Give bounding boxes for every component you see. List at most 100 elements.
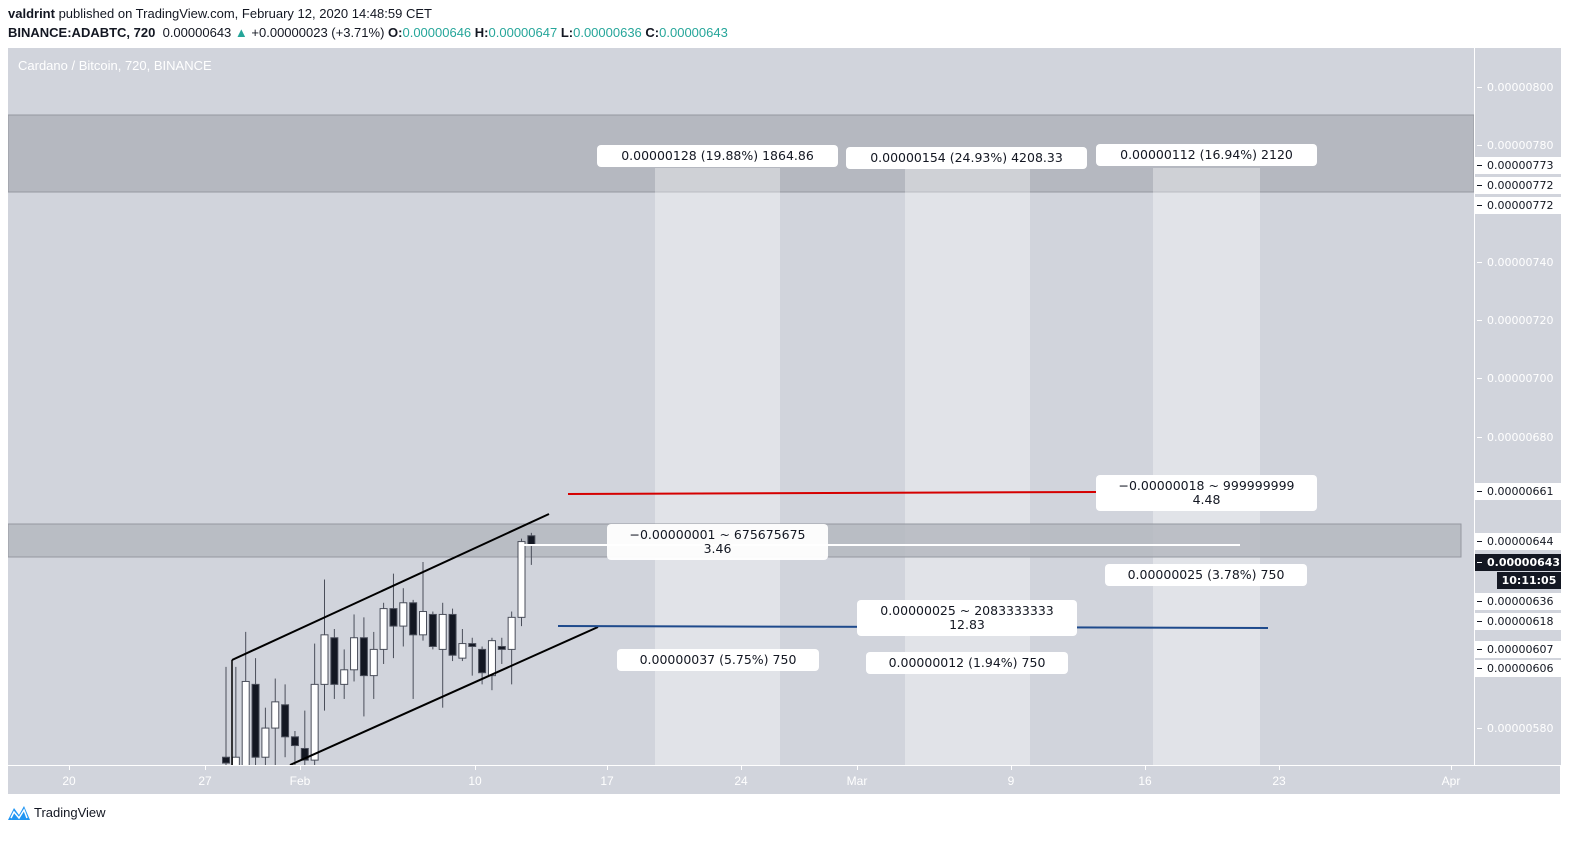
price-axis-label: 0.00000780 bbox=[1475, 137, 1561, 154]
candle-up bbox=[399, 602, 408, 627]
white-line-label[interactable]: −0.00000001 ~ 675675675 3.46 bbox=[607, 524, 828, 560]
measure-label[interactable]: 0.00000112 (16.94%) 2120 bbox=[1096, 144, 1317, 166]
measure-label[interactable]: 0.00000025 (3.78%) 750 bbox=[1105, 564, 1307, 586]
candle-up bbox=[271, 701, 280, 729]
candle-down bbox=[281, 704, 290, 738]
chart-plot-area[interactable]: Cardano / Bitcoin, 720, BINANCE 0.000001… bbox=[8, 48, 1474, 765]
time-axis-label: 23 bbox=[1272, 774, 1286, 788]
candle-down bbox=[389, 608, 398, 627]
time-axis-label: 27 bbox=[198, 774, 212, 788]
channel-lower-line bbox=[289, 626, 599, 765]
price-axis-label: 0.00000643 bbox=[1475, 554, 1561, 571]
time-tick bbox=[475, 766, 476, 770]
price-axis-label: 0.00000580 bbox=[1475, 720, 1561, 737]
price-range-box bbox=[905, 168, 1030, 765]
price-axis-label: 0.00000618 bbox=[1475, 613, 1561, 630]
time-tick bbox=[607, 766, 608, 770]
time-axis-label: Mar bbox=[846, 774, 868, 788]
label-line: −0.00000018 ~ 999999999 bbox=[1118, 478, 1295, 493]
time-tick bbox=[741, 766, 742, 770]
high-label: H: bbox=[474, 25, 489, 40]
symbol: BINANCE:ADABTC, 720 bbox=[8, 25, 156, 40]
low-label: L: bbox=[560, 25, 574, 40]
measure-label[interactable]: 0.00000037 (5.75%) 750 bbox=[617, 649, 819, 671]
candle-down bbox=[478, 648, 487, 674]
price-axis-label: 0.00000772 bbox=[1475, 197, 1561, 214]
time-tick bbox=[1011, 766, 1012, 770]
close-value: 0.00000643 bbox=[659, 25, 728, 40]
price-axis[interactable]: 0.00000800 0.00000780 0.00000773 0.00000772… bbox=[1474, 48, 1561, 765]
measure-label[interactable]: 0.00000128 (19.88%) 1864.86 bbox=[597, 145, 838, 167]
channel-upper-line bbox=[231, 513, 550, 661]
time-axis-label: 9 bbox=[1007, 774, 1015, 788]
price-axis-label: 0.00000772 bbox=[1475, 177, 1561, 194]
candle-up bbox=[419, 611, 427, 636]
candle-up bbox=[487, 640, 496, 677]
candle-down bbox=[527, 535, 536, 545]
time-axis-label: 10 bbox=[468, 774, 482, 788]
time-axis[interactable]: 20 27 Feb 10 17 24 Mar 9 16 23 Apr bbox=[8, 765, 1560, 794]
candle-up bbox=[507, 616, 516, 650]
footer: TradingView bbox=[8, 804, 106, 820]
time-tick bbox=[1145, 766, 1146, 770]
candle-up bbox=[310, 683, 319, 761]
price-range-box bbox=[655, 168, 780, 765]
candle-down bbox=[290, 736, 299, 747]
author-name[interactable]: valdrint bbox=[8, 6, 55, 21]
candle-up bbox=[438, 613, 447, 650]
price-axis-label: 0.00000700 bbox=[1475, 370, 1561, 387]
label-line: 12.83 bbox=[949, 617, 985, 632]
price-axis-label: 0.00000661 bbox=[1475, 483, 1561, 500]
candle-down bbox=[497, 645, 506, 650]
price-axis-label: 0.00000607 bbox=[1475, 641, 1561, 658]
candle-down bbox=[251, 683, 260, 758]
ohlc-legend: BINANCE:ADABTC, 720 0.00000643 ▲ +0.0000… bbox=[8, 25, 728, 40]
time-tick bbox=[205, 766, 206, 770]
open-label: O: bbox=[388, 25, 403, 40]
time-axis-label: 16 bbox=[1138, 774, 1152, 788]
candle-up bbox=[320, 634, 329, 685]
brand-name[interactable]: TradingView bbox=[34, 804, 106, 820]
red-trend-line bbox=[567, 491, 1098, 495]
price-axis-label: 0.00000606 bbox=[1475, 660, 1561, 677]
time-tick bbox=[1279, 766, 1280, 770]
time-tick bbox=[1451, 766, 1452, 770]
candle-down bbox=[468, 643, 477, 647]
price-axis-label: 0.00000800 bbox=[1475, 79, 1561, 96]
tradingview-logo-icon bbox=[8, 806, 30, 820]
price-axis-label: 0.00000740 bbox=[1475, 254, 1561, 271]
red-line-label[interactable]: −0.00000018 ~ 999999999 4.48 bbox=[1096, 475, 1317, 511]
price-axis-label: 0.00000720 bbox=[1475, 312, 1561, 329]
candle-down bbox=[300, 747, 309, 761]
price-axis-label: 0.00000680 bbox=[1475, 429, 1561, 446]
chart-title: Cardano / Bitcoin, 720, BINANCE bbox=[18, 58, 212, 73]
candle-down bbox=[330, 637, 339, 685]
label-line: 4.48 bbox=[1192, 492, 1221, 507]
time-tick bbox=[857, 766, 858, 770]
time-tick bbox=[300, 766, 301, 770]
measure-label[interactable]: 0.00000154 (24.93%) 4208.33 bbox=[846, 147, 1087, 169]
high-value: 0.00000647 bbox=[488, 25, 558, 40]
last-price: 0.00000643 bbox=[162, 25, 232, 40]
price-axis-label: 0.00000773 bbox=[1475, 157, 1561, 174]
open-value: 0.00000646 bbox=[402, 25, 472, 40]
label-line: 0.00000025 ~ 2083333333 bbox=[880, 603, 1054, 618]
candle-up bbox=[379, 608, 388, 650]
candle-down bbox=[222, 756, 230, 764]
measure-label[interactable]: 0.00000012 (1.94%) 750 bbox=[866, 652, 1068, 674]
time-axis-label: 20 bbox=[62, 774, 76, 788]
blue-line-label[interactable]: 0.00000025 ~ 2083333333 12.83 bbox=[857, 600, 1077, 636]
time-tick bbox=[69, 766, 70, 770]
candle-up bbox=[340, 669, 349, 685]
candle-down bbox=[409, 602, 418, 636]
time-axis-label: Feb bbox=[289, 774, 311, 788]
triangle-up-icon: ▲ bbox=[234, 25, 248, 40]
label-line: 3.46 bbox=[703, 541, 732, 556]
low-value: 0.00000636 bbox=[573, 25, 642, 40]
candle-up bbox=[369, 648, 378, 677]
price-range-box bbox=[1153, 168, 1260, 765]
candle-up bbox=[458, 643, 467, 659]
bar-countdown: 10:11:05 bbox=[1497, 572, 1561, 589]
candle-up bbox=[350, 637, 359, 671]
price-change: +0.00000023 (+3.71%) bbox=[251, 25, 385, 40]
